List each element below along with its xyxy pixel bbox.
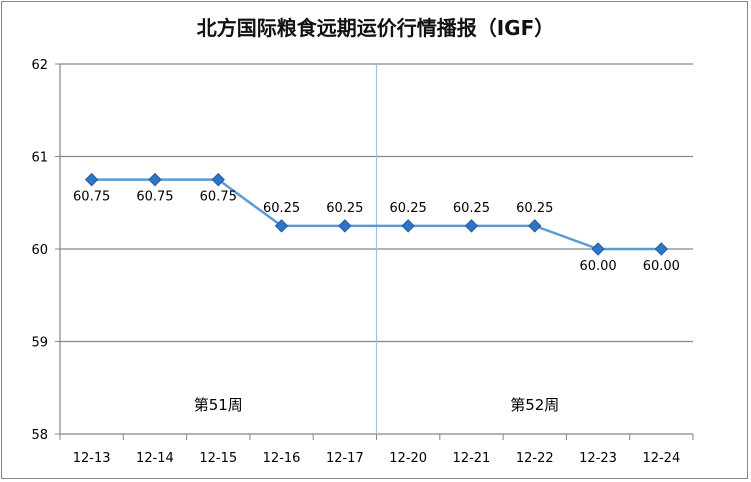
data-label: 60.25 xyxy=(390,201,427,216)
y-tick-label: 58 xyxy=(31,428,48,443)
y-tick-label: 61 xyxy=(31,151,48,166)
data-label: 60.75 xyxy=(136,190,173,205)
data-point xyxy=(211,172,225,187)
data-label: 60.75 xyxy=(200,190,237,205)
y-tick-label: 62 xyxy=(31,58,48,73)
data-point xyxy=(528,219,542,233)
data-point xyxy=(654,242,669,256)
data-label: 60.25 xyxy=(516,201,553,216)
y-tick-label: 60 xyxy=(31,243,48,258)
x-tick-label: 12-13 xyxy=(73,451,111,466)
x-tick-label: 12-20 xyxy=(389,451,427,466)
data-point xyxy=(274,219,289,233)
y-tick-label: 59 xyxy=(31,336,48,351)
data-label: 60.00 xyxy=(643,259,680,274)
data-label: 60.25 xyxy=(453,201,490,216)
chart-title: 北方国际粮食远期运价行情播报（IGF） xyxy=(196,16,555,40)
data-point xyxy=(84,172,99,187)
x-tick-label: 12-23 xyxy=(579,451,617,466)
data-label: 60.25 xyxy=(326,201,363,216)
x-tick-label: 12-15 xyxy=(199,451,237,466)
x-tick-label: 12-16 xyxy=(263,451,301,466)
week-label: 第52周 xyxy=(510,396,559,414)
data-point xyxy=(591,242,605,256)
data-label: 60.00 xyxy=(579,259,616,274)
x-tick-label: 12-22 xyxy=(516,451,554,466)
week-label: 第51周 xyxy=(194,396,243,414)
x-tick-label: 12-21 xyxy=(453,451,491,466)
data-point xyxy=(148,172,162,187)
data-point xyxy=(401,219,415,233)
data-point xyxy=(338,219,352,233)
x-tick-label: 12-14 xyxy=(136,451,174,466)
series-line xyxy=(91,178,662,251)
data-label: 60.75 xyxy=(73,190,110,205)
data-point xyxy=(464,219,479,233)
x-tick-label: 12-17 xyxy=(326,451,364,466)
data-label: 60.25 xyxy=(263,201,300,216)
x-tick-label: 12-24 xyxy=(642,451,680,466)
